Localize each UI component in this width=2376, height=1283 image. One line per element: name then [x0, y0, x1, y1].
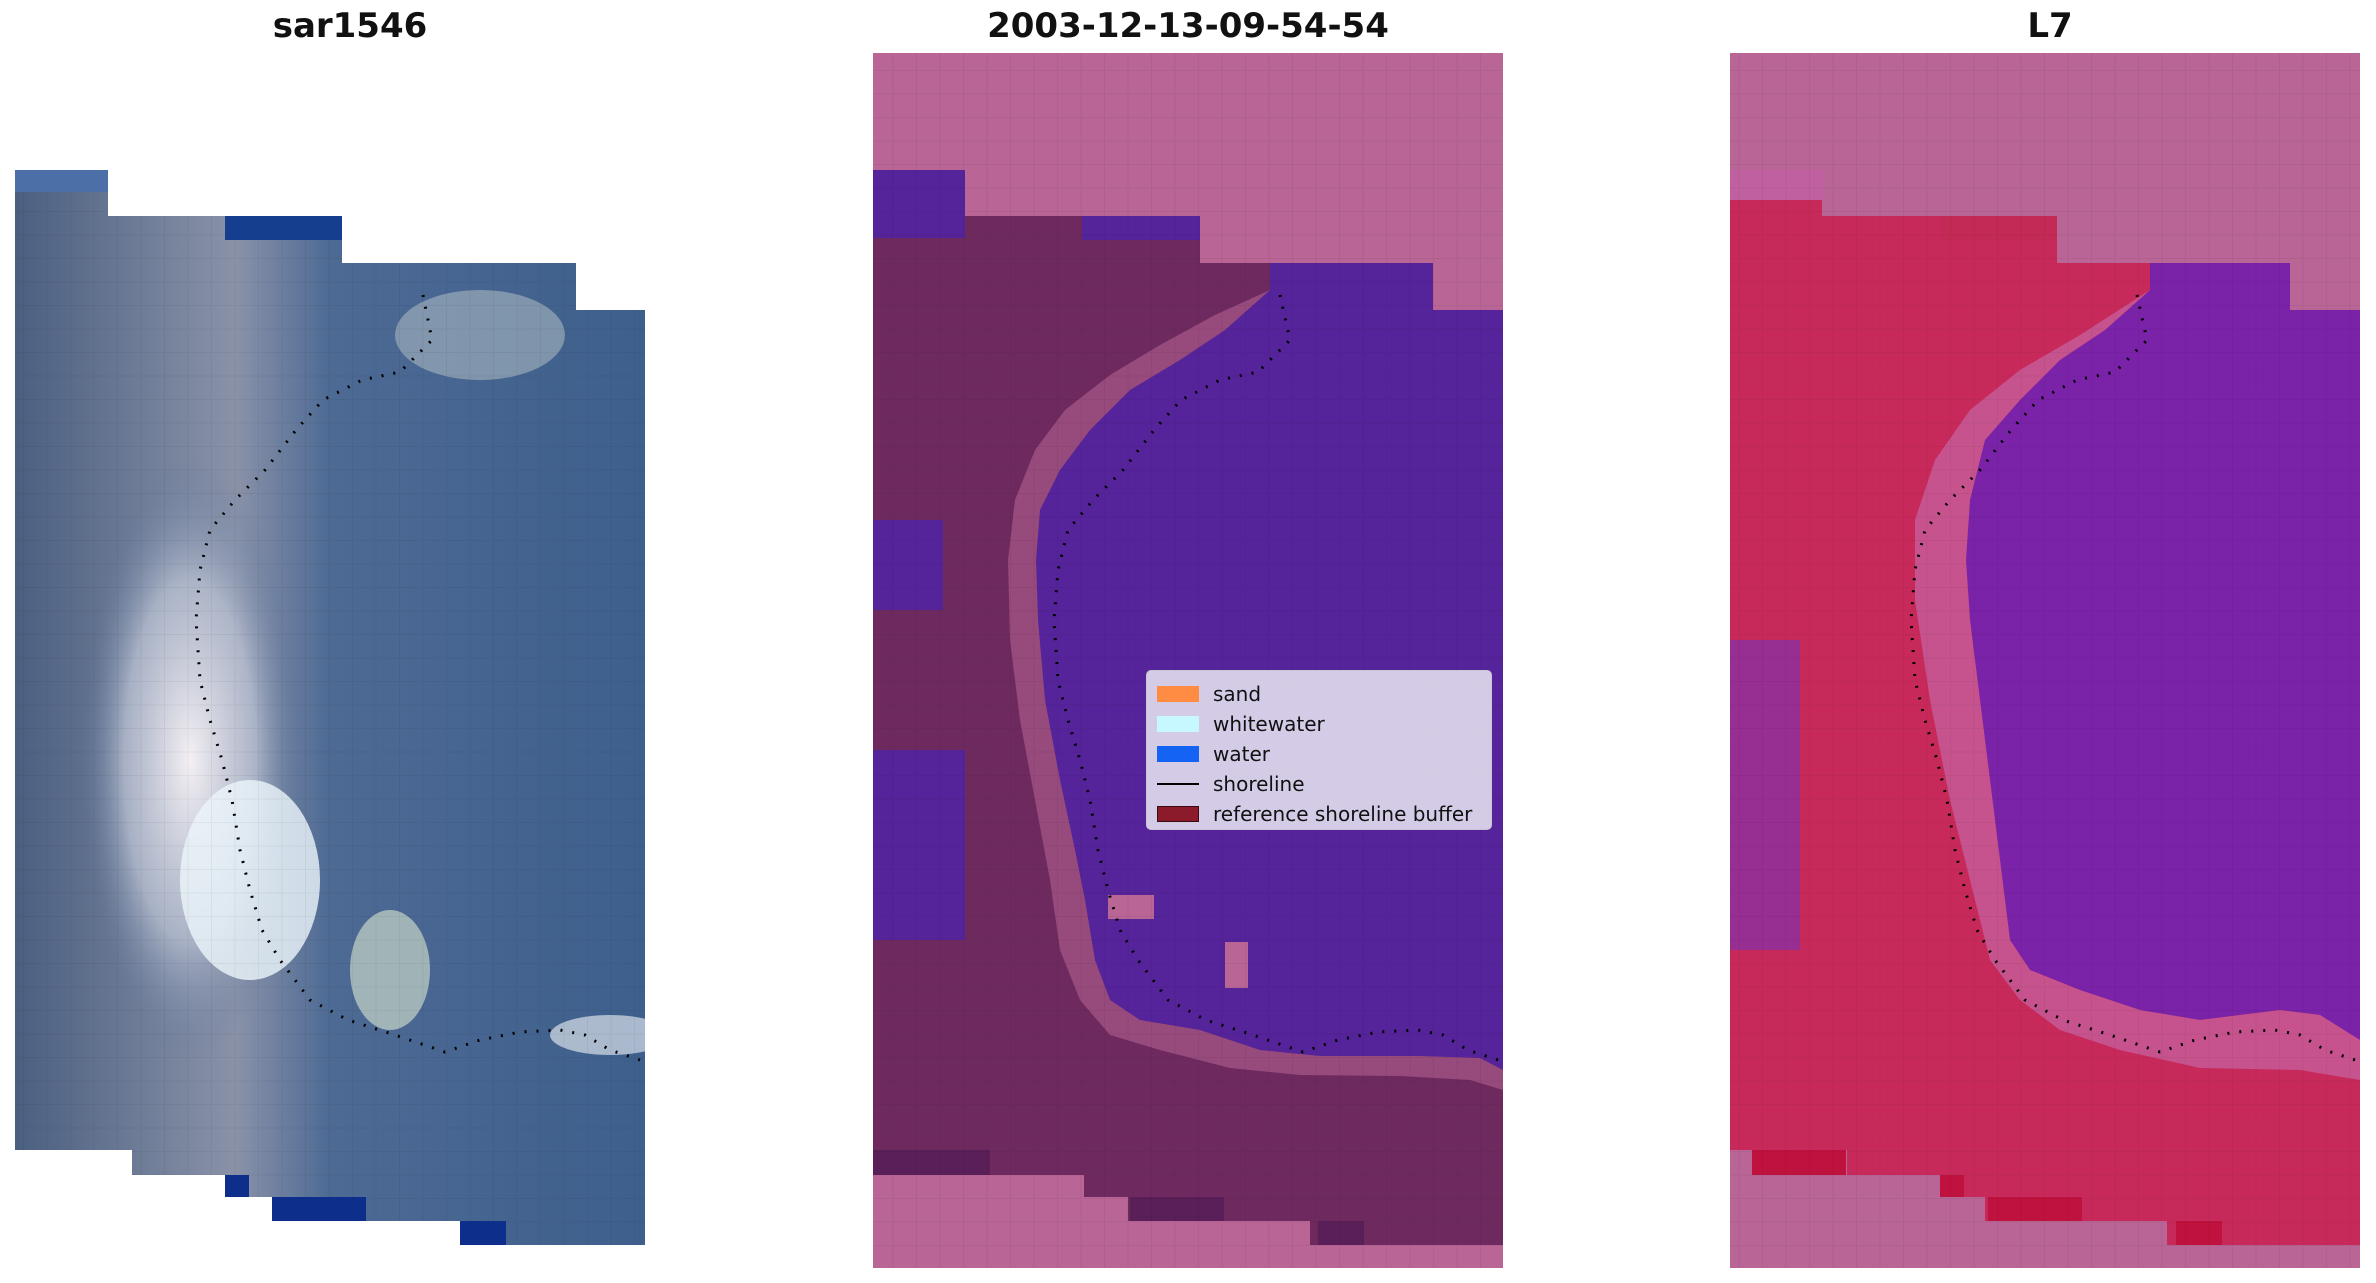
title-l7: L7 [2027, 6, 2073, 46]
legend-item-shoreline: shoreline [1157, 769, 1481, 799]
legend: sand whitewater water shoreline referenc… [1146, 670, 1492, 830]
classification-image [873, 53, 1503, 1268]
l7-index-image [1730, 53, 2360, 1268]
title-date: 2003-12-13-09-54-54 [987, 6, 1389, 46]
legend-item-water: water [1157, 739, 1481, 769]
sand-swatch [1157, 686, 1199, 702]
legend-item-reference-buffer: reference shoreline buffer [1157, 799, 1481, 829]
buffer-swatch [1157, 806, 1199, 822]
legend-item-whitewater: whitewater [1157, 709, 1481, 739]
water-swatch [1157, 746, 1199, 762]
title-sar1546: sar1546 [272, 6, 428, 46]
shoreline-line-swatch [1157, 783, 1199, 785]
whitewater-swatch [1157, 716, 1199, 732]
rgb-image [15, 170, 645, 1245]
legend-item-sand: sand [1157, 679, 1481, 709]
